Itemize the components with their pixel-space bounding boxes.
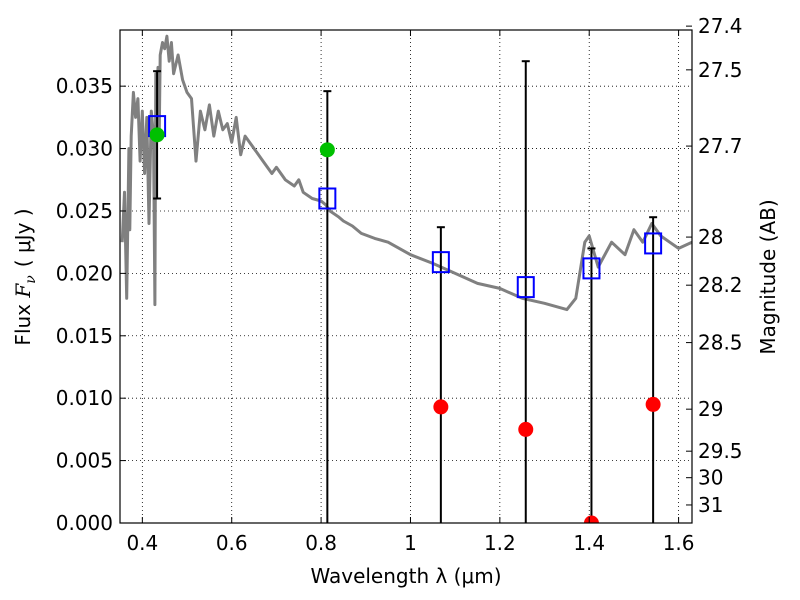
y-tick-label: 0.005 <box>56 449 113 473</box>
y-tick-label: 0.010 <box>56 386 113 410</box>
x-tick-label: 1 <box>404 531 417 555</box>
observed-flux-point <box>149 127 165 143</box>
x-tick-label: 1.2 <box>484 531 516 555</box>
y-tick-label: 0.000 <box>56 511 113 535</box>
observed-flux-point <box>319 142 335 158</box>
y-axis-label-post: ( μJy ) <box>11 208 35 267</box>
y-axis-label-subscript: ν <box>23 275 39 284</box>
observed-flux-point <box>645 396 661 412</box>
y2-tick-label: 28.5 <box>698 331 743 355</box>
y-tick-label: 0.020 <box>56 261 113 285</box>
model-flux-marker <box>318 187 337 210</box>
y-axis-label-symbol: F <box>11 283 35 299</box>
observed-flux-point <box>433 399 449 415</box>
y-tick-label: 0.025 <box>56 199 113 223</box>
observed-flux-point <box>583 515 599 523</box>
y2-axis-label: Magnitude (AB) <box>756 199 780 354</box>
observed-flux-point <box>518 421 534 437</box>
model-flux-marker <box>431 251 450 274</box>
spectrum-line <box>120 34 692 312</box>
y-axis: 0.000 0.005 0.010 0.015 0.020 0.025 0.030 0.035 <box>56 74 126 535</box>
plot-background <box>120 30 692 523</box>
y2-tick-label: 30 <box>698 466 723 490</box>
y-tick-label: 0.030 <box>56 137 113 161</box>
model-flux-marker <box>582 257 601 280</box>
y2-tick-label: 29 <box>698 397 723 421</box>
y2-tick-label: 28 <box>698 225 723 249</box>
y2-axis: 27.4 27.5 27.7 28 28.2 28.5 29 29.5 30 31 <box>686 14 743 517</box>
x-axis-label: Wavelength λ (μm) <box>310 564 501 588</box>
y2-tick-label: 29.5 <box>698 439 743 463</box>
model-flux-marker <box>516 276 535 299</box>
y-axis-label-pre: Flux <box>11 304 35 346</box>
x-tick-label: 0.4 <box>126 531 158 555</box>
y2-tick-label: 28.2 <box>698 273 743 297</box>
y-axis-label: Flux Fν ( μJy ) <box>11 208 39 345</box>
y2-tick-label: 27.7 <box>698 134 743 158</box>
y-tick-label: 0.035 <box>56 74 113 98</box>
model-flux-marker <box>644 232 663 255</box>
x-axis: 0.4 0.6 0.8 1 1.2 1.4 1.6 <box>126 30 695 555</box>
x-tick-label: 1.6 <box>663 531 695 555</box>
y2-tick-label: 27.4 <box>698 14 743 38</box>
y2-tick-label: 31 <box>698 493 723 517</box>
y2-tick-label: 27.5 <box>698 58 743 82</box>
plot-area <box>120 34 692 523</box>
plot-frame <box>119 29 693 524</box>
y-tick-label: 0.015 <box>56 324 113 348</box>
x-tick-label: 0.8 <box>305 531 337 555</box>
x-tick-label: 0.6 <box>216 531 248 555</box>
x-tick-label: 1.4 <box>573 531 605 555</box>
